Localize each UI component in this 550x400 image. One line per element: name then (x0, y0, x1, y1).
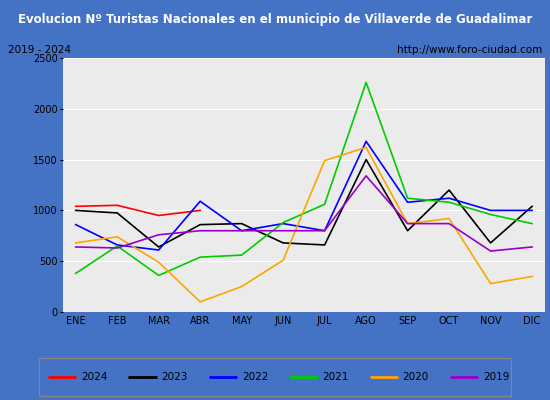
Text: 2020: 2020 (403, 372, 429, 382)
Text: 2024: 2024 (81, 372, 107, 382)
Text: 2022: 2022 (242, 372, 268, 382)
Text: 2021: 2021 (322, 372, 349, 382)
Text: 2023: 2023 (162, 372, 188, 382)
Text: http://www.foro-ciudad.com: http://www.foro-ciudad.com (397, 45, 542, 55)
Text: Evolucion Nº Turistas Nacionales en el municipio de Villaverde de Guadalimar: Evolucion Nº Turistas Nacionales en el m… (18, 14, 532, 26)
Text: 2019 - 2024: 2019 - 2024 (8, 45, 71, 55)
Text: 2019: 2019 (483, 372, 509, 382)
